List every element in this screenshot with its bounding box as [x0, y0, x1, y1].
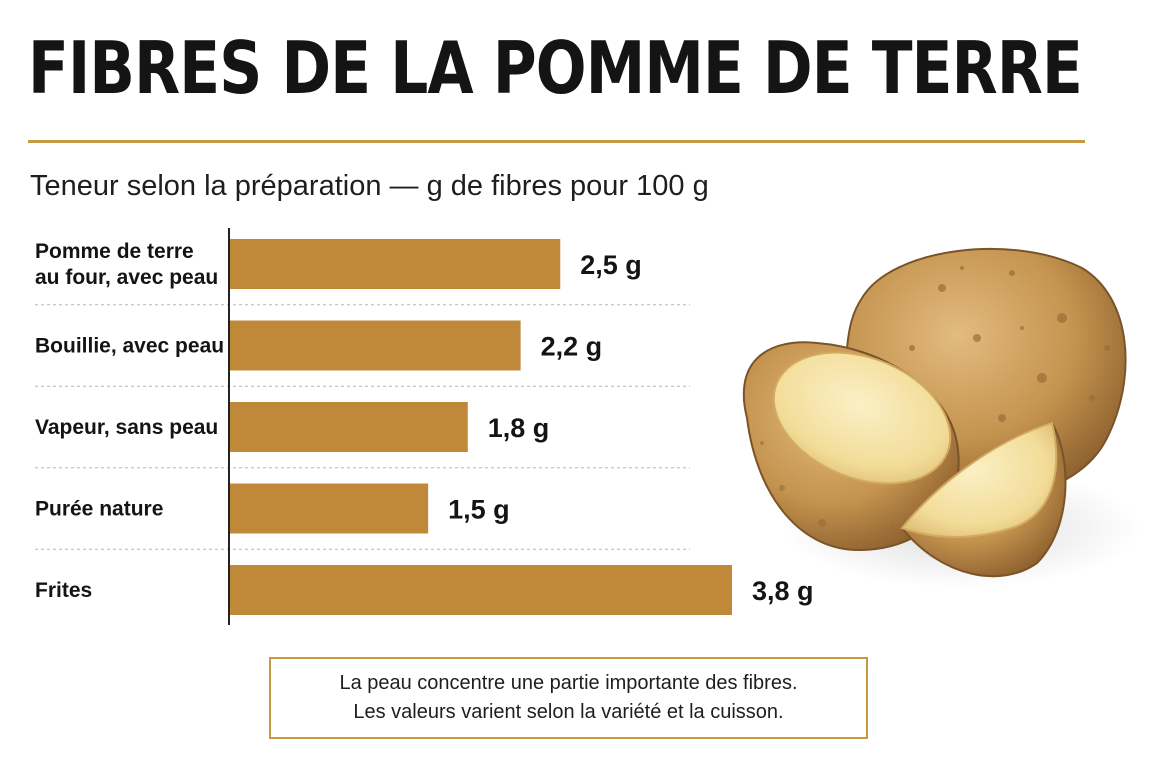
bar-2	[230, 402, 468, 452]
chart-subtitle: Teneur selon la préparation — g de fibre…	[30, 170, 709, 202]
category-label-1-line-0: Bouillie, avec peau	[35, 335, 224, 358]
chart-title: FIBRES DE LA POMME DE TERRE	[28, 26, 1083, 110]
bar-3	[230, 483, 429, 534]
row-separators	[35, 304, 690, 550]
category-label-2: Vapeur, sans peau	[35, 416, 218, 439]
category-label-4: Frites	[35, 579, 92, 602]
value-label-1: 2,2 g	[541, 332, 603, 362]
category-label-2-line-0: Vapeur, sans peau	[35, 416, 218, 439]
category-label-3-line-0: Purée nature	[35, 498, 163, 521]
note-line-1: La peau concentre une partie importante …	[339, 672, 798, 694]
bars	[230, 239, 732, 615]
category-label-0-line-1: au four, avec peau	[35, 266, 218, 289]
bar-0	[230, 239, 561, 289]
category-label-0: Pomme de terre au four, avec peau	[35, 240, 218, 289]
value-labels: 2,5 g 2,2 g 1,8 g 1,5 g 3,8 g	[448, 250, 813, 606]
note-line-2: Les valeurs varient selon la variété et …	[353, 701, 784, 723]
bar-1	[230, 320, 521, 371]
category-label-3: Purée nature	[35, 498, 163, 521]
category-label-4-line-0: Frites	[35, 579, 92, 602]
title-divider	[28, 140, 1085, 143]
note-box: La peau concentre une partie importante …	[269, 657, 868, 739]
category-labels: Pomme de terre au four, avec peau Bouillie…	[35, 240, 224, 602]
bar-chart: Pomme de terre au four, avec peau Bouillie…	[35, 228, 814, 625]
potato-illustration-icon	[742, 247, 1142, 588]
category-label-0-line-0: Pomme de terre	[35, 240, 194, 263]
value-label-0: 2,5 g	[580, 250, 642, 280]
category-label-1: Bouillie, avec peau	[35, 335, 224, 358]
potato-wedge-icon	[900, 421, 1067, 578]
value-label-2: 1,8 g	[488, 413, 550, 443]
value-label-4: 3,8 g	[752, 576, 814, 606]
half-potato-icon	[742, 341, 960, 552]
value-label-3: 1,5 g	[448, 495, 510, 525]
bar-4	[230, 565, 732, 615]
